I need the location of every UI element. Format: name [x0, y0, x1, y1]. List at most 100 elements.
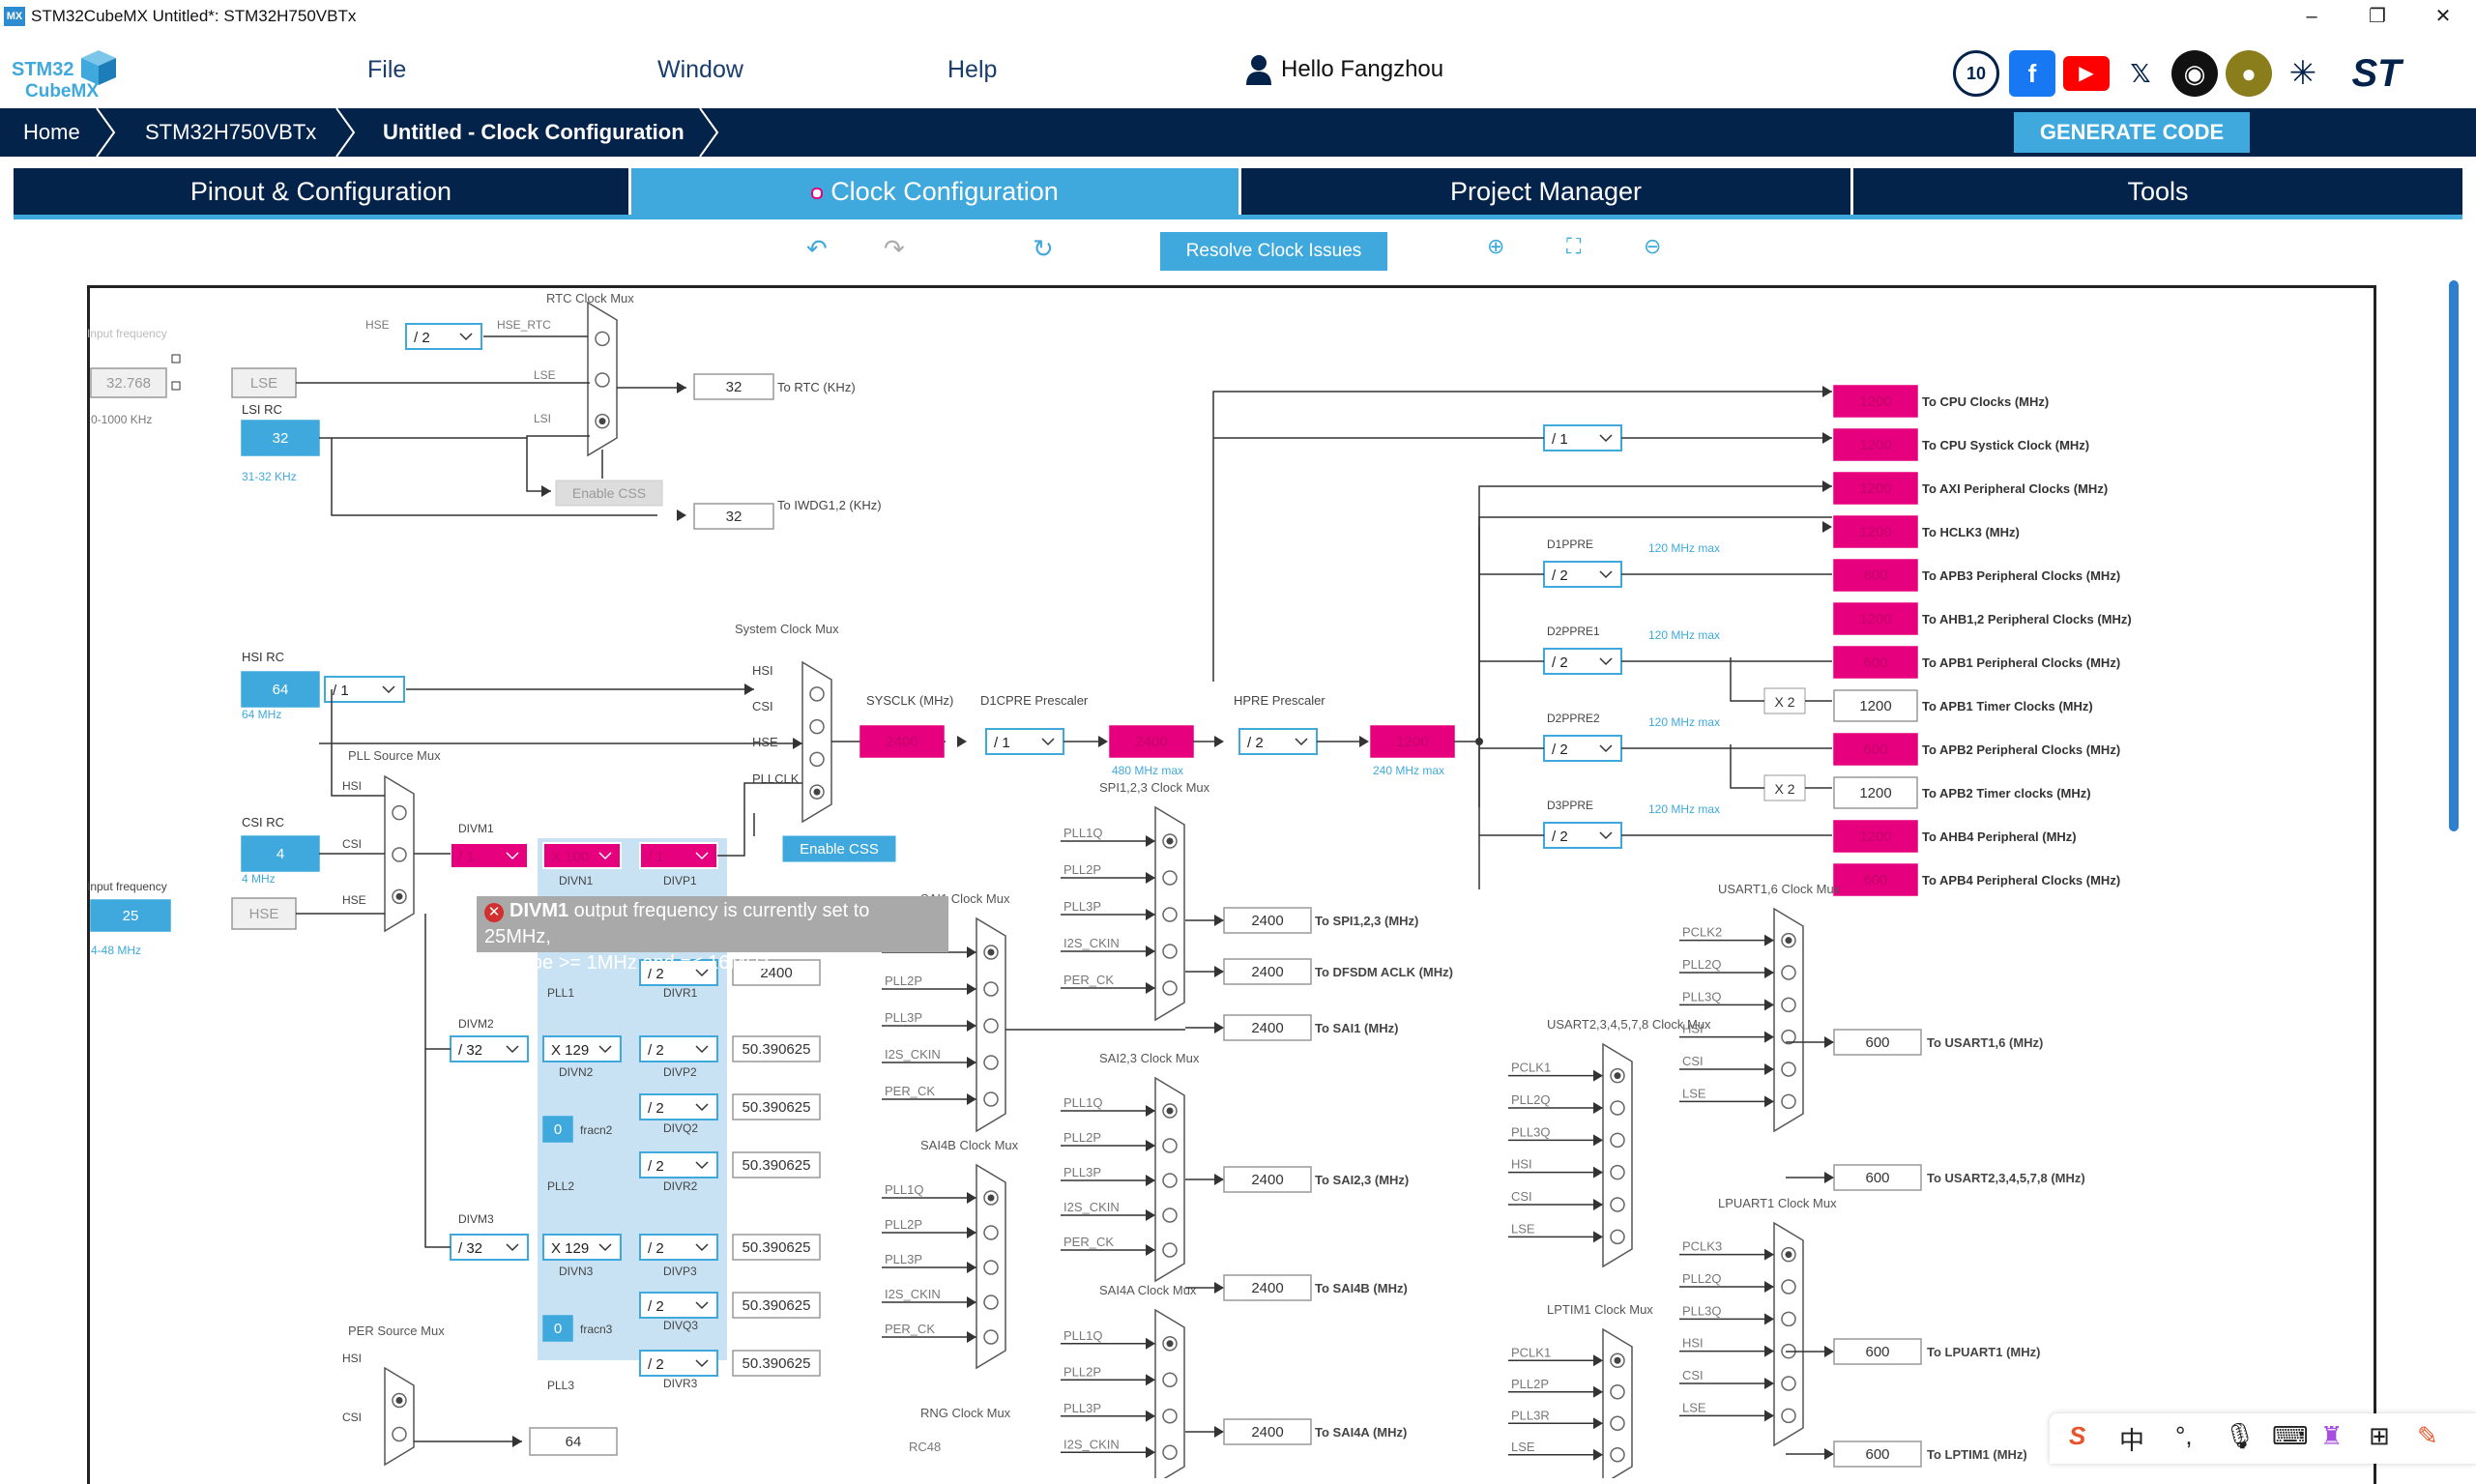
- mux-radio[interactable]: [1162, 870, 1178, 886]
- x-icon[interactable]: 𝕏: [2117, 50, 2164, 97]
- fracn2-field[interactable]: [542, 1116, 573, 1143]
- mic-icon[interactable]: 🎙: [2224, 1421, 2257, 1450]
- mux-radio[interactable]: [1610, 1197, 1625, 1212]
- mux-radio[interactable]: [1781, 1029, 1796, 1045]
- tab-pinout[interactable]: Pinout & Configuration: [14, 168, 628, 215]
- shirt-icon[interactable]: ♜: [2320, 1421, 2344, 1450]
- chevron-down-icon[interactable]: [382, 685, 395, 694]
- chevron-down-icon[interactable]: [695, 1301, 709, 1310]
- chevron-down-icon[interactable]: [1295, 738, 1308, 746]
- menu-file[interactable]: File: [367, 56, 407, 83]
- mux-radio[interactable]: [1162, 1409, 1178, 1424]
- chevron-down-icon[interactable]: [695, 1161, 709, 1170]
- mux-radio[interactable]: [1162, 944, 1178, 959]
- mux-radio[interactable]: [1162, 980, 1178, 996]
- fit-screen-icon[interactable]: ⛶: [1566, 234, 1582, 258]
- divq3-dropdown[interactable]: [639, 1292, 718, 1319]
- mux-radio[interactable]: [983, 1225, 999, 1240]
- mux-radio[interactable]: [1610, 1132, 1625, 1149]
- breadcrumb-home[interactable]: Home: [23, 120, 80, 144]
- mux-radio[interactable]: [595, 331, 610, 347]
- mux-radio[interactable]: [983, 1329, 999, 1345]
- mux-radio[interactable]: [1610, 1384, 1625, 1400]
- ime-chinese[interactable]: 中: [2119, 1426, 2145, 1455]
- chevron-down-icon[interactable]: [1599, 570, 1613, 579]
- user-greeting[interactable]: Hello Fangzhou: [1281, 56, 1444, 82]
- chevron-down-icon[interactable]: [598, 1243, 612, 1252]
- network-icon[interactable]: ✳: [2280, 50, 2326, 97]
- maximize-button[interactable]: ❐: [2369, 6, 2386, 27]
- facebook-icon[interactable]: f: [2009, 50, 2055, 97]
- chevron-down-icon[interactable]: [1599, 657, 1613, 666]
- chevron-down-icon[interactable]: [598, 852, 612, 860]
- mux-radio[interactable]: [983, 1260, 999, 1275]
- mux-radio[interactable]: [983, 981, 999, 997]
- mux-radio[interactable]: [983, 1055, 999, 1070]
- redo-icon[interactable]: ↷: [884, 234, 905, 263]
- mux-radio[interactable]: [1781, 997, 1796, 1013]
- mux-radio[interactable]: [983, 1295, 999, 1310]
- fracn3-field[interactable]: [542, 1315, 573, 1342]
- chevron-down-icon[interactable]: [1599, 434, 1613, 443]
- mux-radio[interactable]: [1162, 1173, 1178, 1188]
- enable-css-button[interactable]: [782, 835, 896, 862]
- chevron-down-icon[interactable]: [695, 1243, 709, 1252]
- mux-radio[interactable]: [1781, 1093, 1796, 1110]
- mux-radio[interactable]: [1610, 1164, 1625, 1180]
- mux-radio[interactable]: [1781, 1311, 1796, 1327]
- mux-radio[interactable]: [1162, 907, 1178, 922]
- mux-radio[interactable]: [1781, 1408, 1796, 1424]
- mux-radio[interactable]: [1162, 1138, 1178, 1153]
- chevron-down-icon[interactable]: [695, 1045, 709, 1054]
- user-icon[interactable]: [1244, 54, 1273, 90]
- ime-punctuation[interactable]: °,: [2175, 1421, 2193, 1450]
- 10-anniversary-icon[interactable]: 10: [1953, 50, 1999, 97]
- close-button[interactable]: ✕: [2434, 6, 2452, 27]
- github-icon[interactable]: ◉: [2171, 50, 2218, 97]
- mux-radio[interactable]: [809, 718, 825, 735]
- mux-radio[interactable]: [1162, 1372, 1178, 1387]
- tab-project-manager[interactable]: Project Manager: [1241, 168, 1850, 215]
- stm32cubemx-logo[interactable]: STM32 CubeMX: [12, 50, 118, 109]
- mux-radio[interactable]: [1162, 1208, 1178, 1223]
- chevron-down-icon[interactable]: [1041, 738, 1055, 746]
- mux-radio[interactable]: [983, 1018, 999, 1033]
- vertical-scrollbar[interactable]: [2449, 280, 2459, 831]
- brush-icon[interactable]: ✎: [2417, 1421, 2438, 1450]
- tab-tools[interactable]: Tools: [1853, 168, 2462, 215]
- chevron-down-icon[interactable]: [459, 333, 473, 341]
- mux-radio[interactable]: [1781, 965, 1796, 980]
- zoom-in-icon[interactable]: ⊕: [1487, 234, 1505, 258]
- st-logo-icon[interactable]: ST: [2336, 50, 2417, 97]
- tab-clock[interactable]: Clock Configuration: [631, 168, 1238, 215]
- chevron-down-icon[interactable]: [598, 1045, 612, 1054]
- generate-code-button[interactable]: GENERATE CODE: [2014, 112, 2250, 153]
- grid-icon[interactable]: ⊞: [2369, 1421, 2390, 1450]
- youtube-icon[interactable]: ▶: [2063, 56, 2110, 91]
- hse-input-field[interactable]: [90, 899, 171, 932]
- divm1-dropdown[interactable]: [450, 842, 529, 869]
- chevron-down-icon[interactable]: [695, 852, 709, 860]
- mux-radio[interactable]: [1610, 1447, 1625, 1463]
- mux-radio[interactable]: [809, 751, 825, 768]
- mux-radio[interactable]: [983, 1091, 999, 1107]
- enable-css-rtc-button[interactable]: [555, 480, 663, 507]
- refresh-icon[interactable]: ↻: [1033, 234, 1054, 263]
- mux-radio[interactable]: [1781, 1376, 1796, 1391]
- resolve-clock-issues-button[interactable]: Resolve Clock Issues: [1160, 232, 1387, 271]
- chevron-down-icon[interactable]: [506, 852, 519, 860]
- mux-radio[interactable]: [1162, 1444, 1178, 1460]
- mux-radio[interactable]: [392, 847, 407, 862]
- chevron-down-icon[interactable]: [1599, 744, 1613, 753]
- chevron-down-icon[interactable]: [1599, 831, 1613, 840]
- chevron-down-icon[interactable]: [695, 1359, 709, 1368]
- zoom-out-icon[interactable]: ⊖: [1644, 234, 1662, 258]
- chevron-down-icon[interactable]: [506, 1243, 519, 1252]
- chevron-down-icon[interactable]: [695, 1103, 709, 1112]
- undo-icon[interactable]: ↶: [806, 234, 828, 263]
- chevron-down-icon[interactable]: [506, 1045, 519, 1054]
- lse-input-field[interactable]: [90, 367, 167, 398]
- menu-window[interactable]: Window: [657, 56, 743, 83]
- community-icon[interactable]: ●: [2226, 50, 2272, 97]
- hsi-divider[interactable]: [324, 676, 405, 703]
